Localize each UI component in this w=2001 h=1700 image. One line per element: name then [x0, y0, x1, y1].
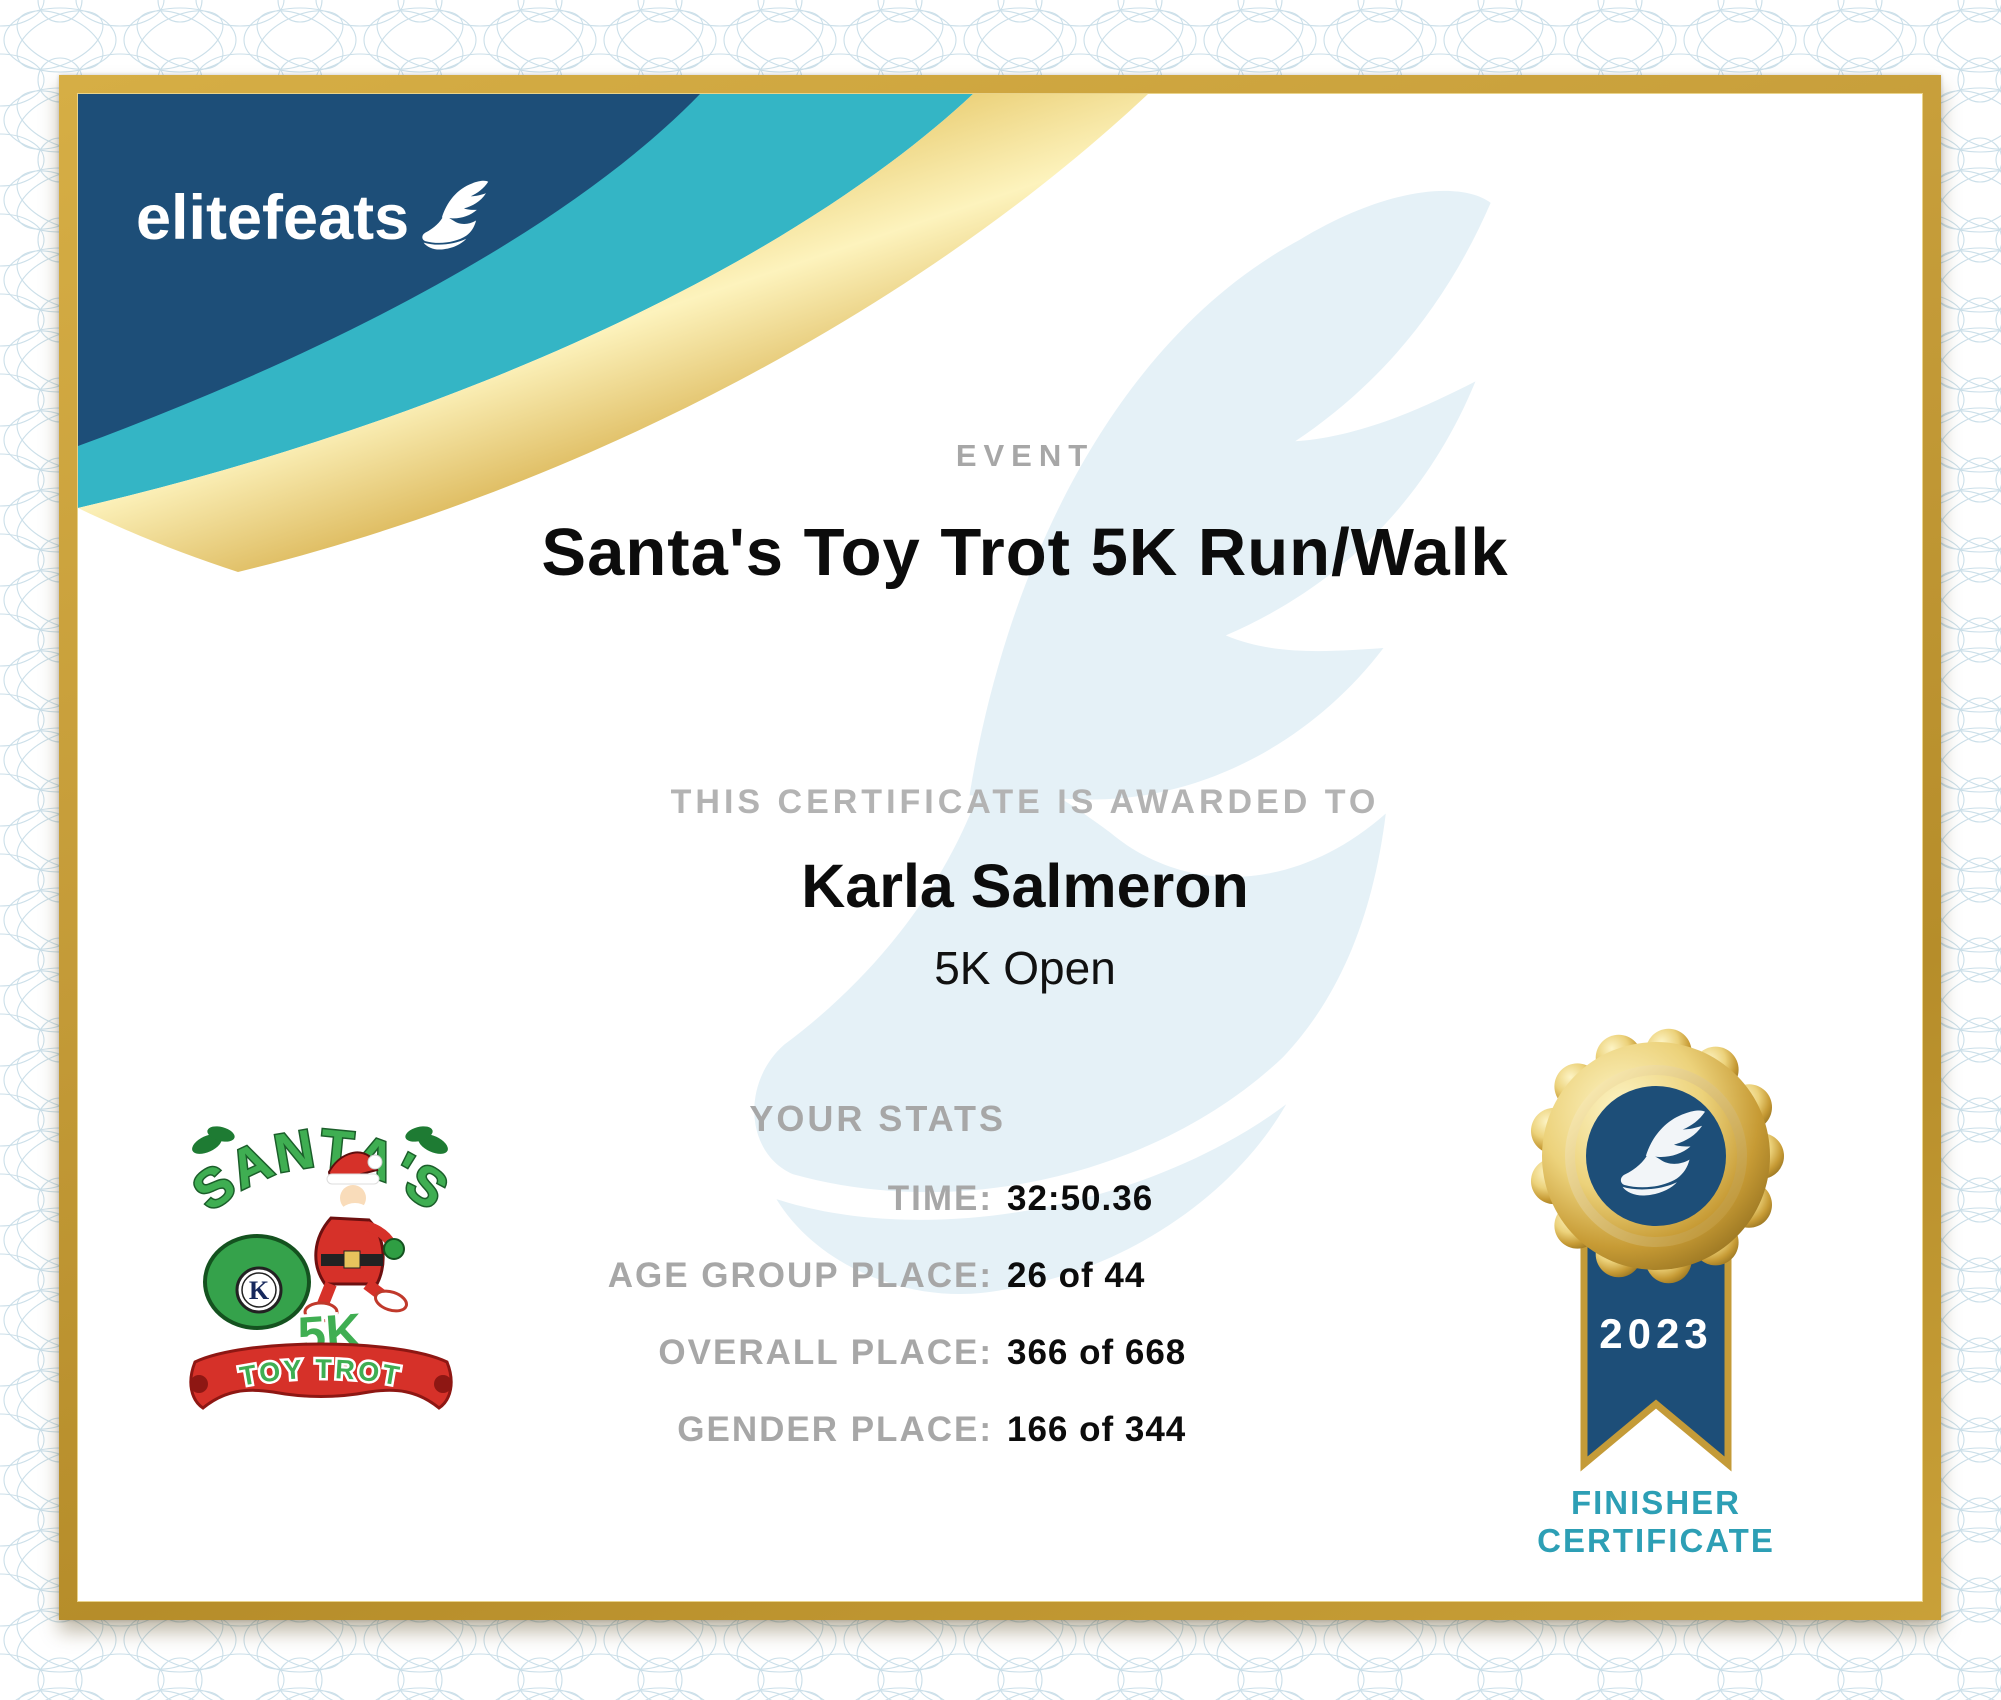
event-title: Santa's Toy Trot 5K Run/Walk [541, 515, 1509, 590]
stat-label: GENDER PLACE: [677, 1410, 993, 1449]
stat-label: OVERALL PLACE: [658, 1333, 993, 1372]
medal-year: 2023 [1599, 1310, 1712, 1357]
toy-trot-ribbon [189, 1342, 453, 1410]
stats-heading: YOUR STATS [749, 1098, 1006, 1139]
stat-label: AGE GROUP PLACE: [607, 1256, 993, 1295]
finisher-caption: FINISHER CERTIFICATE [1476, 1484, 1836, 1560]
finisher-caption-line1: FINISHER [1570, 1484, 1741, 1521]
santas-toy-trot-race-logo: SANTA'S K [181, 1117, 460, 1410]
event-section-label: EVENT [955, 438, 1095, 473]
finisher-medal: 2023 [1531, 1028, 1784, 1472]
finisher-caption-line2: CERTIFICATE [1537, 1522, 1775, 1559]
certificate-body: elitefeats EVENT Santa's Toy Trot 5K Run… [77, 93, 1923, 1602]
stats-block: TIME: 32:50.36 AGE GROUP PLACE: 26 of 44… [78, 1179, 1922, 1487]
stat-row-gender-place: GENDER PLACE: 166 of 344 [78, 1410, 1922, 1449]
kiwanis-badge [235, 1266, 283, 1314]
gold-frame: elitefeats EVENT Santa's Toy Trot 5K Run… [59, 75, 1941, 1620]
navy-wave-shape [78, 94, 700, 446]
gold-swoosh-shape [78, 94, 1148, 572]
stat-label: TIME: [887, 1179, 993, 1218]
badge-letter: K [249, 1276, 270, 1305]
stat-value: 32:50.36 [1007, 1179, 1154, 1218]
elitefeats-logo: elitefeats [136, 180, 489, 256]
stat-row-time: TIME: 32:50.36 [78, 1179, 1922, 1218]
stat-row-overall-place: OVERALL PLACE: 366 of 668 [78, 1333, 1922, 1372]
holly-leaves [192, 1126, 448, 1154]
stat-value: 366 of 668 [1007, 1333, 1187, 1372]
winged-foot-icon [422, 180, 489, 250]
header-wave-decoration [78, 94, 1148, 572]
stat-value: 26 of 44 [1007, 1256, 1146, 1295]
running-santa-figure [303, 1151, 408, 1323]
stat-row-age-group-place: AGE GROUP PLACE: 26 of 44 [78, 1256, 1922, 1295]
awarded-to-label: THIS CERTIFICATE IS AWARDED TO [670, 783, 1380, 821]
elitefeats-logo-text: elitefeats [136, 182, 410, 253]
race-division: 5K Open [934, 942, 1116, 994]
stat-value: 166 of 344 [1007, 1410, 1187, 1449]
recipient-name: Karla Salmeron [801, 852, 1249, 920]
